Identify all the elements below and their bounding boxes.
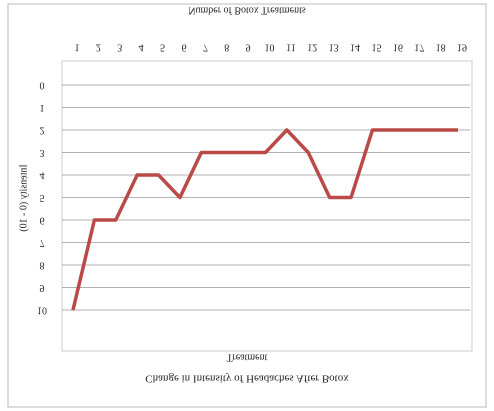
y-tick-label: 6 xyxy=(40,215,45,226)
x-tick-label: 11 xyxy=(286,42,296,53)
x-tick-label: 9 xyxy=(246,42,251,53)
x-tick-label: 18 xyxy=(436,42,446,53)
x-tick-label: 6 xyxy=(181,42,186,53)
x-tick-label: 15 xyxy=(371,42,381,53)
data-line xyxy=(71,128,458,311)
outer-frame xyxy=(7,3,487,408)
y-tick-label: 0 xyxy=(40,80,45,91)
x-tick-label: 16 xyxy=(393,42,403,53)
y-tick-label: 10 xyxy=(37,305,47,316)
y-tick-label: 1 xyxy=(40,102,45,113)
y-tick-label: 9 xyxy=(40,282,45,293)
y-axis-title: Intensity (0 - 10) xyxy=(18,164,29,232)
x-tick-label: 19 xyxy=(457,42,467,53)
x-tick-label: 7 xyxy=(203,42,208,53)
x-tick-label: 17 xyxy=(414,42,424,53)
x-axis-title: Number of Botox Treatments xyxy=(188,5,306,16)
x-tick-label: 12 xyxy=(307,42,317,53)
y-tick-label: 2 xyxy=(40,125,45,136)
chart-title: Change in Intensity of Headaches After B… xyxy=(145,372,349,384)
x-tick-label: 5 xyxy=(160,42,165,53)
chart-subtitle: Treatment xyxy=(227,352,268,363)
flipped-chart: Change in Intensity of Headaches After B… xyxy=(7,3,487,408)
y-tick-label: 5 xyxy=(40,192,45,203)
y-tick-label: 3 xyxy=(40,147,45,158)
x-tick-label: 3 xyxy=(117,42,122,53)
x-tick-label: 13 xyxy=(329,42,339,53)
x-tick-label: 2 xyxy=(96,42,101,53)
y-tick-label: 7 xyxy=(40,237,45,248)
x-tick-label: 4 xyxy=(139,42,144,53)
x-tick-label: 10 xyxy=(265,42,275,53)
x-tick-label: 1 xyxy=(75,42,80,53)
x-tick-label: 14 xyxy=(350,42,360,53)
y-tick-label: 8 xyxy=(40,260,45,271)
plot-frame xyxy=(61,60,473,352)
x-tick-label: 8 xyxy=(224,42,229,53)
y-tick-label: 4 xyxy=(40,170,45,181)
